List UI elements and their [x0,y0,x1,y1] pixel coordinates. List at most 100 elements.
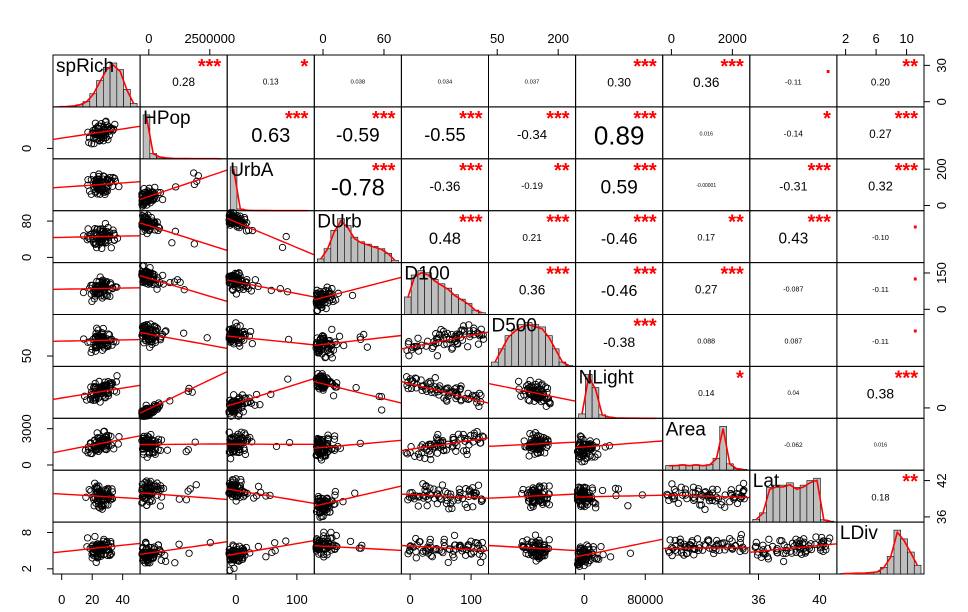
scatter-point [102,117,110,125]
scatter-point [227,556,235,564]
scatter-point [474,340,483,348]
scatter-point [317,373,325,381]
smooth-line [227,488,315,505]
scatter-point [324,445,332,453]
scatter-point [315,497,323,505]
tick-label: 2500000 [184,31,235,46]
scatter-point [313,348,321,356]
histogram-bar [806,480,814,523]
scatter-point [519,537,527,546]
scatter-point [545,501,553,509]
scatter-point [142,198,150,206]
smooth-line [662,547,750,550]
scatter-point [405,338,413,346]
correlation-value: 0.038 [350,80,365,86]
scatter-point [529,498,537,507]
scatter-point [595,555,603,563]
scatter-point [108,494,116,502]
scatter-point [473,539,482,547]
tick-label: 30 [934,58,949,72]
scatter-point [638,491,647,499]
scatter-Lat-spRich [52,479,141,513]
density-line [407,271,483,314]
scatter-D500-UrbA [225,319,315,350]
scatter-point [782,549,790,558]
smooth-line [52,338,141,342]
scatter-point [148,445,156,453]
scatter-point [526,429,534,438]
scatter-DUrb-spRich [52,219,141,253]
scatter-point [329,392,338,400]
scatter-point [479,335,488,343]
scatter-point [435,330,444,339]
scatter-point [542,402,550,410]
smooth-line [401,331,489,350]
scatter-point [84,176,92,184]
scatter-point [318,332,326,341]
tick-label: 0 [406,592,413,607]
scatter-point [410,495,418,503]
smooth-line [488,544,576,552]
correlation-value: 0.27 [695,285,717,297]
scatter-point [225,407,233,416]
scatter-point [541,383,550,391]
scatter-point [759,541,767,549]
scatter-point [226,566,234,574]
tick-label: 50 [19,349,34,363]
variable-label: D100 [404,264,449,285]
histogram-bar [552,348,560,367]
scatter-point [156,482,165,490]
scatter-point [520,391,528,399]
scatter-point [171,559,179,567]
scatter-point [89,171,98,180]
scatter-point [576,432,584,440]
significance-stars: *** [372,160,396,182]
scatter-point [145,438,154,446]
scatter-point [577,433,585,441]
scatter-point [331,487,340,496]
scatter-point [140,196,148,204]
scatter-point [103,125,111,134]
scatter-point [145,433,153,441]
scatter-point [545,482,553,490]
histogram-bar [779,484,787,523]
scatter-point [87,176,96,184]
tick-label: 0 [19,461,34,468]
correlation-value: -0.11 [872,285,889,294]
scatter-point [94,500,103,508]
scatter-point [227,481,235,490]
scatter-point [153,285,161,293]
scatter-point [477,325,485,333]
scatter-point [545,490,553,498]
scatter-point [690,493,698,501]
smooth-line [226,377,315,407]
scatter-point [316,513,324,521]
scatter-point [81,446,90,454]
scatter-point [597,542,605,551]
scatter-point [331,491,339,499]
scatter-point [462,485,470,493]
scatter-point [668,480,676,488]
density-line [320,219,396,261]
scatter-point [175,540,183,548]
scatter-point [335,332,344,340]
scatter-point [99,537,108,545]
scatter-point [448,345,456,353]
scatter-point [175,495,183,503]
scatter-point [532,442,540,450]
scatter-LDiv-Lat [749,533,837,566]
correlation-value: 0.48 [429,230,461,248]
scatter-point [93,343,101,352]
scatter-point [225,489,233,497]
scatter-point [262,553,270,561]
significance-stars: *** [808,160,832,182]
scatter-point [146,269,155,277]
scatter-point [720,539,728,547]
scatter-point [441,488,450,496]
scatter-point [470,548,478,556]
axes-layer: 0 2500000 0 60 50 200 0 2000 2 6 100 20 40 0 100 0 100 0 8… [19,31,949,607]
scatter-point [87,190,95,198]
scatter-point [426,484,434,492]
scatter-point [102,432,111,440]
scatter-point [104,342,112,351]
